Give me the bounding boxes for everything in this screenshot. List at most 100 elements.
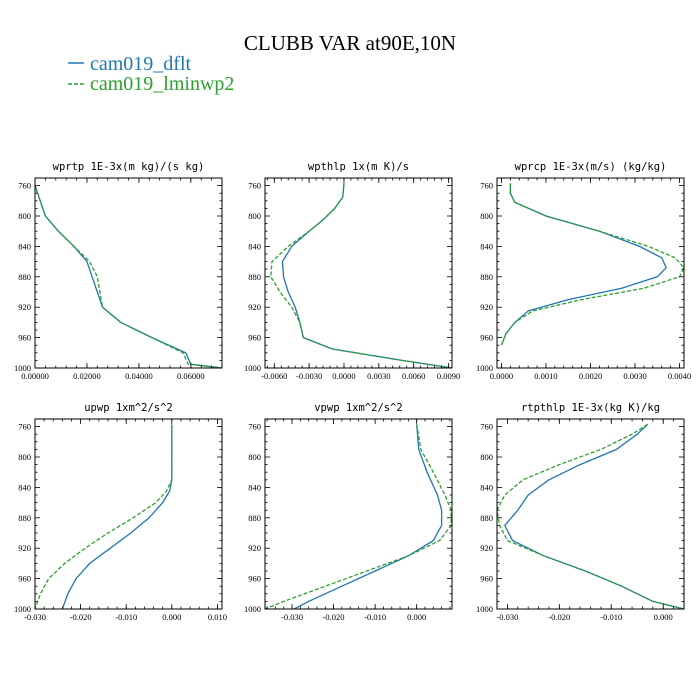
panel-title: wprtp 1E-3x(m kg)/(s kg) [53, 161, 205, 173]
chart-panel: wpthlp 1x(m K)/s7608008408809209601000-0… [244, 161, 460, 381]
x-tick-label: 0.000 [162, 612, 181, 622]
x-tick-label: 0.000 [654, 612, 673, 622]
y-tick-label: 960 [248, 333, 261, 343]
y-tick-label: 760 [18, 181, 31, 191]
y-tick-label: 800 [18, 211, 31, 221]
y-tick-label: 880 [248, 513, 261, 523]
panel-title: upwp 1xm^2/s^2 [84, 402, 173, 414]
panel-title: wpthlp 1x(m K)/s [308, 161, 409, 173]
y-tick-label: 800 [18, 452, 31, 462]
series-line [35, 424, 173, 609]
y-tick-label: 1000 [476, 604, 493, 614]
series-line [35, 185, 222, 368]
y-tick-label: 920 [248, 543, 261, 553]
x-tick-label: 0.0030 [367, 371, 390, 381]
y-tick-label: 800 [480, 211, 493, 221]
legend-label: cam019_lminwp2 [90, 73, 234, 95]
y-tick-label: 920 [480, 543, 493, 553]
series-line [293, 424, 443, 609]
x-tick-label: 0.0000 [332, 371, 355, 381]
plot-frame [496, 418, 685, 610]
chart-panel: vpwp 1xm^2/s^2 760 800 840 880 920 960 1000 -0.0… [244, 402, 453, 622]
legend-label: cam019_dflt [90, 53, 192, 75]
series-line [281, 183, 452, 368]
x-tick-label: 0.0030 [623, 371, 646, 381]
y-tick-label: 760 [18, 422, 31, 432]
y-tick-label: 1000 [14, 604, 31, 614]
series-line [270, 183, 452, 368]
y-tick-label: 880 [18, 272, 31, 282]
chart-panel: wprtp 1E-3x(m kg)/(s kg) 760 800 840 880 920 9… [14, 161, 223, 381]
x-tick-label: 0.000 [407, 612, 426, 622]
y-tick-label: 800 [480, 452, 493, 462]
plot-frame [34, 177, 223, 369]
legend: cam019_dflt cam019_lminwp2 [68, 53, 234, 95]
y-tick-label: 960 [18, 574, 31, 584]
x-tick-label: -0.0030 [296, 371, 322, 381]
plot-frame [264, 418, 453, 610]
series-line [265, 424, 452, 609]
x-tick-label: 0.0040 [668, 371, 691, 381]
y-tick-label: 960 [18, 333, 31, 343]
panels: wprtp 1E-3x(m kg)/(s kg) 760 800 840 880 920 9… [14, 161, 691, 622]
x-tick-label: -0.010 [115, 612, 137, 622]
x-tick-label: 0.0090 [437, 371, 460, 381]
y-tick-label: 840 [248, 241, 261, 251]
y-tick-label: 1000 [14, 363, 31, 373]
series-line [500, 183, 684, 346]
y-tick-label: 920 [18, 543, 31, 553]
x-tick-label: -0.010 [600, 612, 622, 622]
y-tick-label: 760 [248, 422, 261, 432]
panel-title: vpwp 1xm^2/s^2 [314, 402, 403, 414]
y-tick-label: 800 [248, 452, 261, 462]
x-tick-label: -0.030 [281, 612, 303, 622]
x-tick-label: 0.0010 [534, 371, 557, 381]
series-line [61, 424, 173, 609]
y-tick-label: 960 [480, 574, 493, 584]
y-tick-label: 800 [248, 211, 261, 221]
x-tick-label: -0.030 [24, 612, 46, 622]
x-tick-label: -0.0060 [261, 371, 287, 381]
plot-frame [34, 418, 223, 610]
y-tick-label: 1000 [476, 363, 493, 373]
x-tick-label: 0.00000 [21, 371, 49, 381]
plot-frame [264, 177, 453, 369]
chart-panel: rtpthlp 1E-3x(kg K)/kg 760 800 840 880 920 960… [476, 402, 685, 622]
y-tick-label: 920 [480, 302, 493, 312]
y-tick-label: 1000 [244, 604, 261, 614]
legend-entry: cam019_lminwp2 [68, 73, 234, 95]
y-tick-label: 840 [248, 482, 261, 492]
y-tick-label: 960 [480, 333, 493, 343]
y-tick-label: 1000 [244, 363, 261, 373]
series-line [35, 185, 222, 368]
x-tick-label: -0.010 [364, 612, 386, 622]
x-tick-label: -0.020 [323, 612, 345, 622]
x-tick-label: -0.030 [496, 612, 518, 622]
y-tick-label: 760 [248, 181, 261, 191]
x-tick-label: 0.0060 [402, 371, 425, 381]
y-tick-label: 880 [248, 272, 261, 282]
x-tick-label: 0.02000 [73, 371, 101, 381]
panel-title: wprcp 1E-3x(m/s) (kg/kg) [515, 161, 667, 173]
x-tick-label: -0.020 [548, 612, 570, 622]
legend-entry: cam019_dflt [68, 53, 192, 75]
y-tick-label: 920 [248, 302, 261, 312]
y-tick-label: 840 [18, 241, 31, 251]
x-tick-label: -0.020 [70, 612, 92, 622]
y-tick-label: 760 [480, 181, 493, 191]
x-tick-label: 0.04000 [125, 371, 153, 381]
y-tick-label: 880 [480, 513, 493, 523]
y-tick-label: 840 [18, 482, 31, 492]
y-tick-label: 840 [480, 241, 493, 251]
series-line [497, 423, 684, 609]
x-tick-label: 0.06000 [177, 371, 205, 381]
y-tick-label: 880 [480, 272, 493, 282]
chart-panel: wprcp 1E-3x(m/s) (kg/kg) 760 800 840 880 920 9… [476, 161, 691, 381]
y-tick-label: 920 [18, 302, 31, 312]
y-tick-label: 760 [480, 422, 493, 432]
y-tick-label: 840 [480, 482, 493, 492]
y-tick-label: 880 [18, 513, 31, 523]
x-tick-label: 0.010 [208, 612, 227, 622]
y-tick-label: 960 [248, 574, 261, 584]
